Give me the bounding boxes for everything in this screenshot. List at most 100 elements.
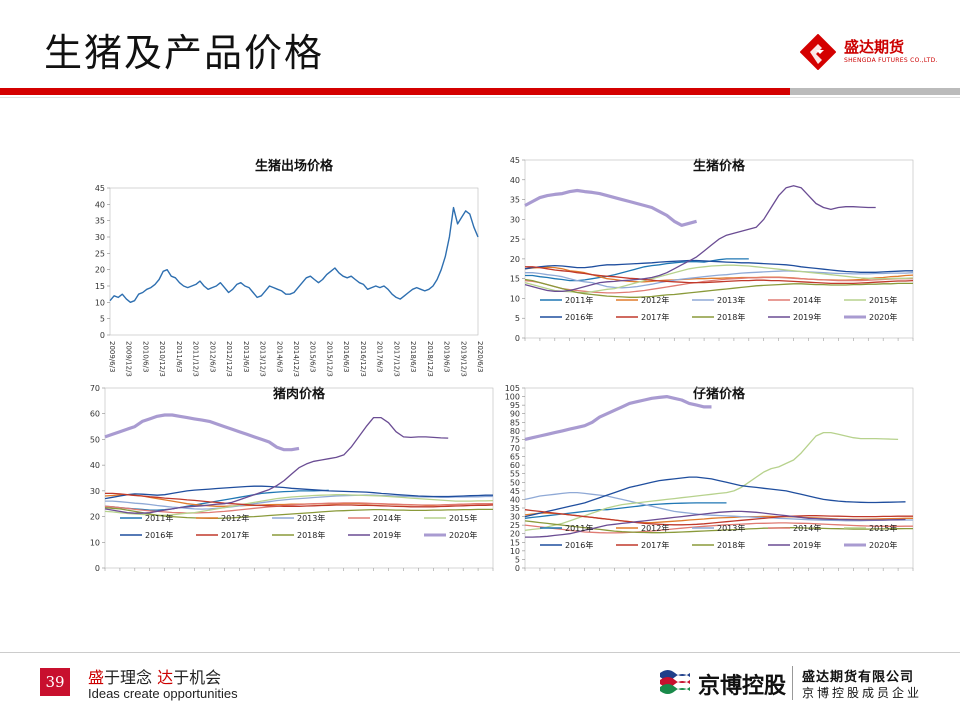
y-tick-label: 50 [510,478,520,487]
legend-label: 2012年 [641,295,669,305]
y-tick-label: 70 [510,444,520,453]
y-tick-label: 40 [510,176,520,185]
legend-label: 2017年 [641,312,669,322]
x-tick-label: 2011/6/3 [175,341,183,372]
legend-label: 2013年 [717,523,745,533]
y-tick-label: 30 [510,513,520,522]
header-divider [0,97,960,98]
legend-label: 2013年 [717,295,745,305]
x-tick-label: 2013/12/3 [259,341,267,377]
y-tick-label: 40 [510,495,520,504]
x-tick-label: 2017/6/3 [376,341,384,372]
series-line-2016 [524,259,913,273]
legend-label: 2014年 [373,513,401,523]
chart-title: 仔猪价格 [693,386,746,402]
y-tick-label: 45 [95,184,105,193]
y-tick-label: 45 [510,487,520,496]
y-tick-label: 50 [90,435,100,444]
series-line-2017 [524,509,913,526]
slogan-char-2: 达 [157,668,174,687]
y-tick-label: 0 [515,564,520,573]
y-tick-label: 10 [95,298,105,307]
y-tick-label: 70 [90,384,100,393]
legend-label: 2018年 [717,312,745,322]
y-tick-label: 30 [510,215,520,224]
page-number: 39 [40,668,70,696]
slogan-cn: 盛于理念 达于机会 [88,664,221,688]
legend-label: 2011年 [565,523,593,533]
y-tick-label: 25 [510,521,520,530]
company-logo: 盛达期货 SHENGDA FUTURES CO.,LTD. [800,30,937,76]
series-line-2018 [524,520,913,534]
series-line [109,206,479,303]
y-tick-label: 85 [510,418,520,427]
x-tick-label: 2014/12/3 [292,341,300,377]
footer-vertical-divider [792,666,793,700]
y-tick-label: 30 [90,487,100,496]
series-line-2014 [524,522,913,534]
y-tick-label: 20 [510,255,520,264]
y-tick-label: 5 [515,314,520,323]
x-tick-label: 2012/12/3 [225,341,233,377]
series-line-2013 [524,491,913,522]
y-tick-label: 40 [90,461,100,470]
x-tick-label: 2012/6/3 [208,341,216,372]
y-tick-label: 5 [100,315,105,324]
plot-frame [109,187,479,336]
legend-label: 2020年 [869,312,897,322]
legend-label: 2016年 [565,312,593,322]
legend-label: 2014年 [793,295,821,305]
series-line-2015 [104,494,494,516]
legend-label: 2020年 [869,540,897,550]
legend-label: 2019年 [793,540,821,550]
y-tick-label: 100 [505,393,520,402]
chart-pork-price-weekly: 猪肉价格 0 10 20 30 40 50 60 70 2011年 2012年 2013年 2014年 2… [90,384,494,573]
y-tick-label: 35 [510,504,520,513]
x-tick-label: 2019/6/3 [443,341,451,372]
x-tick-label: 2015/6/3 [309,341,317,372]
logo-subtext: SHENGDA FUTURES CO.,LTD. [844,57,938,64]
header-red-bar [0,88,790,95]
legend-label: 2011年 [145,513,173,523]
y-tick-label: 30 [95,233,105,242]
x-tick-label: 2016/12/3 [359,341,367,377]
series-line-2019 [104,416,449,514]
series-line-2015 [524,431,899,531]
chart-hog-price-weekly: 生猪价格 0 5 10 15 20 25 30 35 40 45 2011年 2012年 2013年 201… [510,156,914,343]
series-line-2018 [104,506,493,520]
series-line-2011 [524,502,727,519]
chart-title: 生猪出场价格 [255,158,334,174]
y-tick-label: 65 [510,453,520,462]
shengda-logo-icon [800,34,836,70]
y-tick-label: 75 [510,435,520,444]
chart-live-hog-price: 生猪出场价格 0 5 10 15 20 25 30 35 40 45 2009/6/3 2009/12/… [95,158,484,377]
y-tick-label: 20 [95,266,105,275]
y-tick-label: 35 [510,196,520,205]
y-tick-label: 80 [510,427,520,436]
legend-label: 2017年 [221,530,249,540]
y-tick-label: 60 [90,410,100,419]
group-name: 京博控股 [698,674,787,699]
x-tick-label: 2017/12/3 [392,341,400,377]
logo-text: 盛达期货 [844,38,905,56]
chart-title: 生猪价格 [693,158,746,174]
x-tick-label: 2010/12/3 [158,341,166,377]
y-tick-label: 15 [95,282,105,291]
x-tick-label: 2010/6/3 [141,341,149,372]
y-tick-label: 0 [515,334,520,343]
legend-label: 2013年 [297,513,325,523]
y-tick-label: 40 [95,200,105,209]
y-tick-label: 20 [510,530,520,539]
y-tick-label: 45 [510,156,520,165]
y-tick-label: 15 [510,275,520,284]
legend-label: 2017年 [641,540,669,550]
x-tick-label: 2009/12/3 [125,341,133,377]
slogan-text-2: 于机会 [173,668,222,687]
x-tick-label: 2019/12/3 [459,341,467,377]
legend-label: 2011年 [565,295,593,305]
y-tick-label: 20 [90,513,100,522]
series-line-2020 [524,188,698,227]
page-title: 生猪及产品价格 [44,31,325,75]
jingbo-logo-icon [660,670,690,694]
series-line-2015 [524,264,914,294]
